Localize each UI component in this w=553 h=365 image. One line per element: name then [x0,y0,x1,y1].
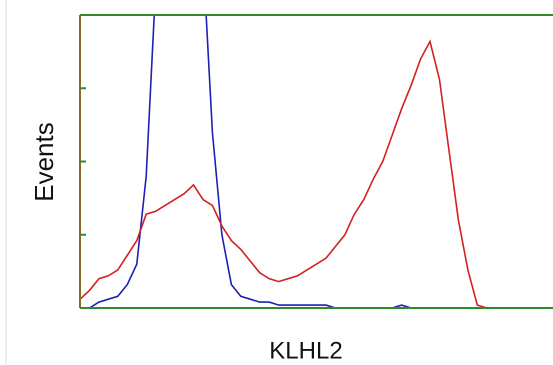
plot-area [80,15,553,308]
series-line [80,15,553,308]
y-axis-label: Events [29,122,59,202]
series-line [80,39,553,308]
x-axis-label: KLHL2 [269,337,342,364]
